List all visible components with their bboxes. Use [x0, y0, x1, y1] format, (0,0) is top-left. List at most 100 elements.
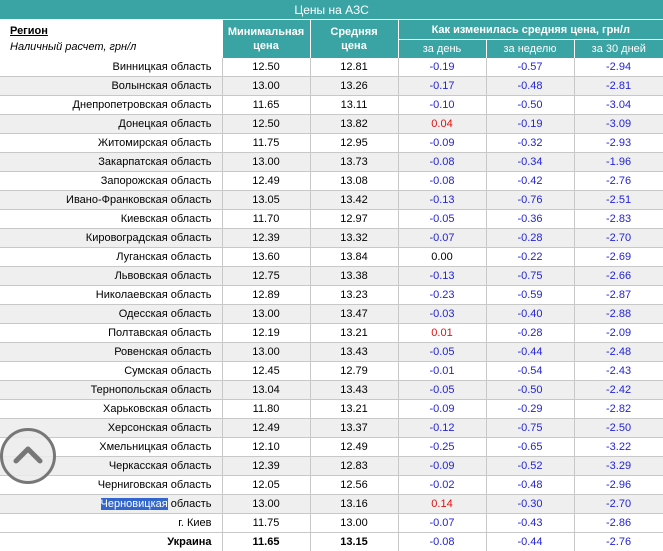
month-change-cell: -2.87 — [574, 286, 663, 305]
month-change-cell: -2.83 — [574, 210, 663, 229]
region-cell: Ивано-Франковская область — [0, 191, 222, 210]
day-change-cell: -0.03 — [398, 305, 486, 324]
region-cell: Житомирская область — [0, 134, 222, 153]
min-price-cell: 12.50 — [222, 58, 310, 77]
day-change-cell: 0.04 — [398, 115, 486, 134]
day-change-cell: -0.13 — [398, 267, 486, 286]
week-change-cell: -0.76 — [486, 191, 574, 210]
avg-price-cell: 13.38 — [310, 267, 398, 286]
week-change-cell: -0.54 — [486, 362, 574, 381]
day-change-cell: -0.08 — [398, 153, 486, 172]
region-cell: Волынская область — [0, 77, 222, 96]
week-change-cell: -0.52 — [486, 457, 574, 476]
table-title: Цены на АЗС — [0, 0, 663, 20]
avg-price-cell: 13.43 — [310, 381, 398, 400]
month-change-cell: -3.09 — [574, 115, 663, 134]
week-change-cell: -0.43 — [486, 514, 574, 533]
per-30-days-header: за 30 дней — [574, 40, 663, 59]
day-change-cell: -0.19 — [398, 58, 486, 77]
min-price-cell: 11.70 — [222, 210, 310, 229]
region-header-title: Регион — [10, 25, 222, 37]
avg-price-cell: 12.83 — [310, 457, 398, 476]
region-cell: Украина — [0, 533, 222, 551]
day-change-cell: -0.12 — [398, 419, 486, 438]
avg-price-cell: 13.11 — [310, 96, 398, 115]
avg-price-cell: 13.42 — [310, 191, 398, 210]
week-change-cell: -0.19 — [486, 115, 574, 134]
min-price-cell: 11.65 — [222, 533, 310, 551]
day-change-cell: 0.01 — [398, 324, 486, 343]
min-price-cell: 11.80 — [222, 400, 310, 419]
month-change-cell: -1.96 — [574, 153, 663, 172]
per-week-header: за неделю — [486, 40, 574, 59]
avg-price-cell: 13.37 — [310, 419, 398, 438]
min-price-cell: 12.39 — [222, 457, 310, 476]
avg-price-cell: 13.16 — [310, 495, 398, 514]
min-price-cell: 13.00 — [222, 343, 310, 362]
month-change-cell: -2.82 — [574, 400, 663, 419]
avg-price-cell: 12.49 — [310, 438, 398, 457]
week-change-cell: -0.36 — [486, 210, 574, 229]
week-change-cell: -0.50 — [486, 96, 574, 115]
week-change-cell: -0.28 — [486, 229, 574, 248]
month-change-cell: -2.43 — [574, 362, 663, 381]
region-cell: Черновицкая область — [0, 495, 222, 514]
day-change-cell: -0.07 — [398, 229, 486, 248]
min-price-cell: 12.89 — [222, 286, 310, 305]
day-change-cell: -0.08 — [398, 172, 486, 191]
min-price-cell: 13.05 — [222, 191, 310, 210]
month-change-cell: -2.94 — [574, 58, 663, 77]
month-change-cell: -2.42 — [574, 381, 663, 400]
min-price-cell: 12.45 — [222, 362, 310, 381]
month-change-cell: -2.70 — [574, 495, 663, 514]
per-day-header: за день — [398, 40, 486, 59]
avg-price-cell: 12.95 — [310, 134, 398, 153]
week-change-cell: -0.44 — [486, 533, 574, 551]
month-change-cell: -2.76 — [574, 172, 663, 191]
region-cell: Ровенская область — [0, 343, 222, 362]
avg-price-cell: 13.32 — [310, 229, 398, 248]
avg-price-cell: 13.23 — [310, 286, 398, 305]
month-change-cell: -2.09 — [574, 324, 663, 343]
week-change-cell: -0.75 — [486, 267, 574, 286]
day-change-cell: -0.10 — [398, 96, 486, 115]
min-price-cell: 12.75 — [222, 267, 310, 286]
region-cell: Сумская область — [0, 362, 222, 381]
region-cell: Закарпатская область — [0, 153, 222, 172]
month-change-cell: -2.48 — [574, 343, 663, 362]
avg-price-cell: 13.08 — [310, 172, 398, 191]
day-change-cell: -0.09 — [398, 134, 486, 153]
avg-price-cell: 13.47 — [310, 305, 398, 324]
region-cell: Киевская область — [0, 210, 222, 229]
region-header: Регион Наличный расчет, грн/л — [0, 20, 222, 59]
region-cell: г. Киев — [0, 514, 222, 533]
avg-price-cell: 12.79 — [310, 362, 398, 381]
scroll-up-button[interactable] — [0, 428, 56, 484]
region-cell: Львовская область — [0, 267, 222, 286]
selected-text[interactable]: Черновицкая — [101, 498, 168, 510]
week-change-cell: -0.44 — [486, 343, 574, 362]
week-change-cell: -0.65 — [486, 438, 574, 457]
region-cell: Донецкая область — [0, 115, 222, 134]
day-change-cell: -0.08 — [398, 533, 486, 551]
min-price-cell: 12.05 — [222, 476, 310, 495]
day-change-cell: 0.00 — [398, 248, 486, 267]
day-change-cell: -0.17 — [398, 77, 486, 96]
min-price-cell: 12.10 — [222, 438, 310, 457]
avg-price-cell: 13.21 — [310, 324, 398, 343]
